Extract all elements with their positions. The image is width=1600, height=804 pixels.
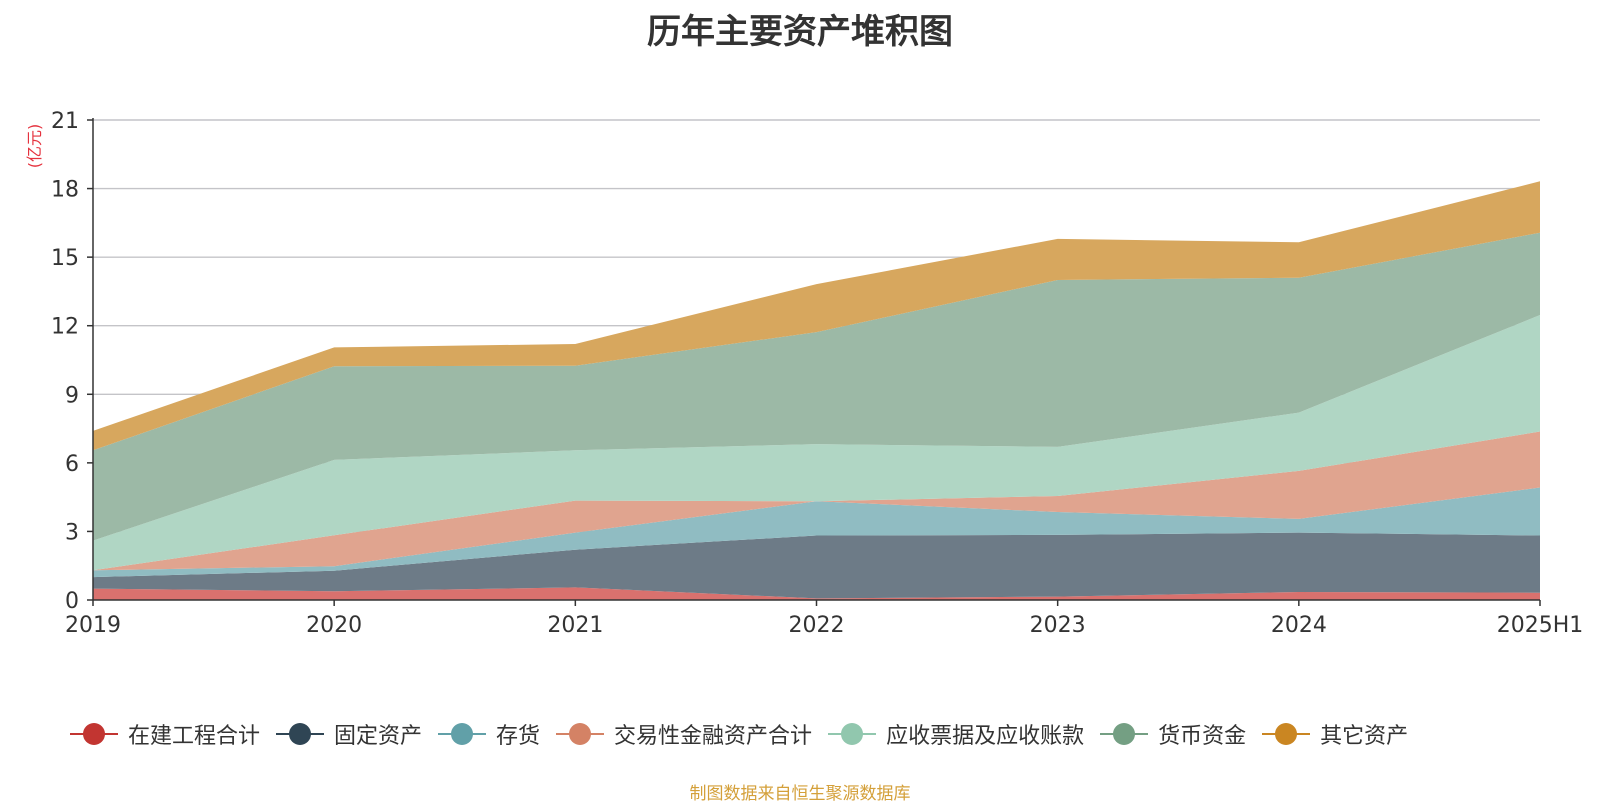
area-series-4 <box>93 431 1540 571</box>
x-tick-label: 2021 <box>547 613 603 638</box>
area-series-3 <box>93 487 1540 578</box>
area-series-6 <box>93 232 1540 541</box>
area-series-2 <box>93 532 1540 599</box>
legend-item[interactable]: 货币资金 <box>1100 718 1246 750</box>
legend-swatch-icon <box>438 722 487 746</box>
x-tick-label: 2023 <box>1030 613 1086 638</box>
x-tick-label: 2024 <box>1271 613 1327 638</box>
legend: 在建工程合计 固定资产 存货 交易性金融资产合计 应收票据及应收账款 货币资金 其它资产 <box>70 718 1424 750</box>
x-tick-label: 2020 <box>306 613 362 638</box>
chart-title: 历年主要资产堆积图 <box>647 12 953 52</box>
area-series-7 <box>93 181 1540 451</box>
y-tick-label: 15 <box>51 246 79 271</box>
y-tick-label: 18 <box>51 178 79 203</box>
legend-swatch-icon <box>556 722 605 746</box>
axes: 0 3 6 9 12 15 18 21 2019 2020 2021 2022 2023 2024 2025… <box>51 109 1583 638</box>
legend-item[interactable]: 存货 <box>438 718 540 750</box>
y-axis-unit-label: (亿元) <box>25 124 44 169</box>
legend-label: 固定资产 <box>334 724 423 749</box>
y-tick-label: 9 <box>65 383 79 408</box>
area-series-5 <box>93 315 1540 571</box>
legend-swatch-icon <box>70 722 118 746</box>
legend-item[interactable]: 应收票据及应收账款 <box>828 718 1084 750</box>
y-tick-label: 21 <box>51 109 79 134</box>
legend-item[interactable]: 其它资产 <box>1262 718 1408 750</box>
legend-swatch-icon <box>828 722 877 746</box>
area-series <box>93 181 1540 600</box>
y-tick-label: 0 <box>65 589 79 614</box>
legend-label: 货币资金 <box>1158 724 1247 749</box>
y-tick-label: 6 <box>65 452 79 477</box>
legend-swatch-icon <box>1100 722 1149 746</box>
x-tick-label: 2022 <box>789 613 845 638</box>
x-tick-label: 2019 <box>65 613 121 638</box>
stacked-area-chart: 0 3 6 9 12 15 18 21 2019 2020 2021 2022 2023 2024 2025… <box>25 109 1583 638</box>
x-tick-label: 2025H1 <box>1497 613 1584 638</box>
legend-label: 交易性金融资产合计 <box>614 724 813 749</box>
legend-label: 其它资产 <box>1320 724 1409 749</box>
legend-swatch-icon <box>1262 722 1311 746</box>
legend-label: 存货 <box>496 724 541 749</box>
legend-item[interactable]: 在建工程合计 <box>70 718 260 750</box>
data-source-note: 制图数据来自恒生聚源数据库 <box>689 784 911 804</box>
legend-item[interactable]: 交易性金融资产合计 <box>556 718 812 750</box>
legend-item[interactable]: 固定资产 <box>276 718 422 750</box>
y-tick-label: 12 <box>51 315 79 340</box>
legend-label: 在建工程合计 <box>128 724 261 749</box>
y-tick-label: 3 <box>65 520 79 545</box>
area-series-1 <box>93 587 1540 600</box>
legend-swatch-icon <box>276 722 325 746</box>
legend-label: 应收票据及应收账款 <box>886 724 1085 749</box>
